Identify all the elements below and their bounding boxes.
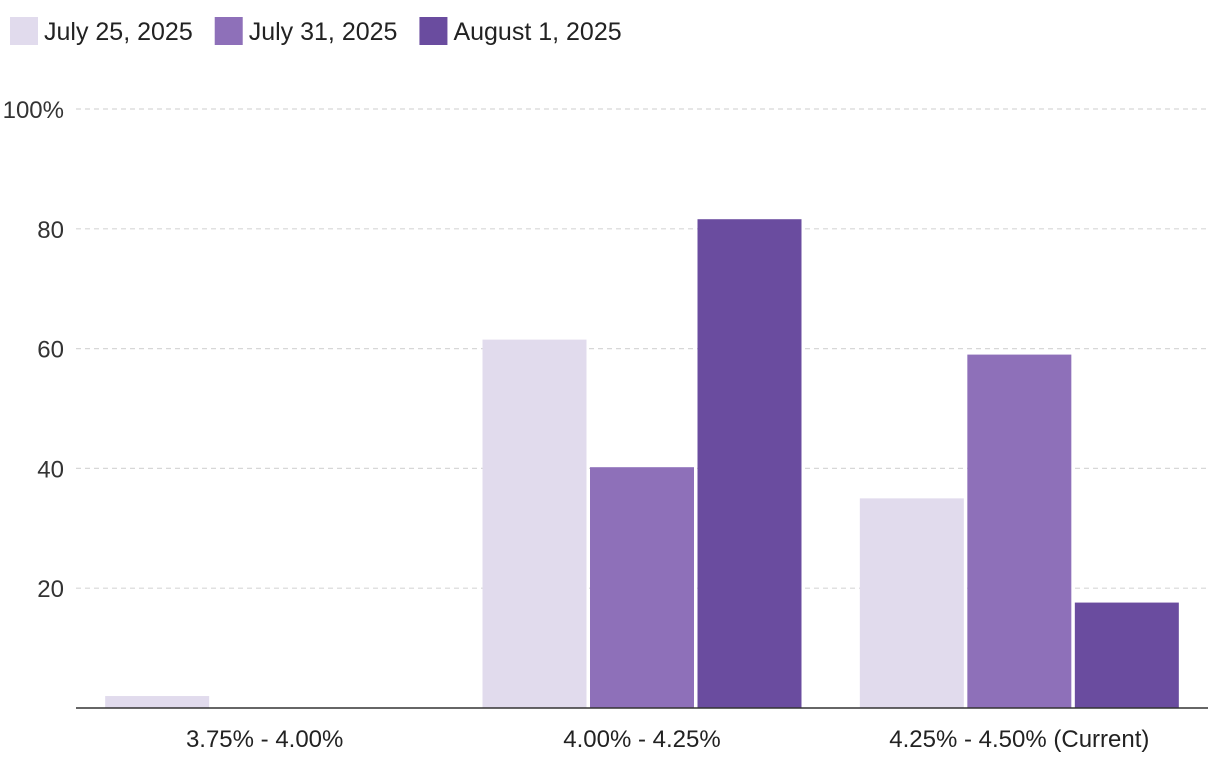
x-category-label-4-00-4-25: 4.00% - 4.25% [563, 726, 720, 753]
legend: July 25, 2025 July 31, 2025 August 1, 2025 [10, 17, 622, 46]
x-category-label-3-75-4-00: 3.75% - 4.00% [186, 726, 343, 753]
y-tick-label-100: 100% [3, 97, 64, 124]
legend-label-august-1-2025: August 1, 2025 [453, 18, 621, 46]
bars [105, 219, 1179, 708]
legend-label-july-25-2025: July 25, 2025 [44, 18, 193, 46]
y-tick-label-60: 60 [37, 337, 64, 364]
legend-swatch-august-1-2025 [419, 17, 448, 45]
legend-swatch-july-31-2025 [214, 17, 243, 45]
x-axis-labels: 3.75% - 4.00% 4.00% - 4.25% 4.25% - 4.50% … [186, 726, 1149, 753]
legend-swatch-july-25-2025 [10, 17, 38, 45]
bar-july-25-2025-4-00-4-25 [482, 339, 587, 708]
bar-august-1-2025-4-25-4-50-current [1074, 602, 1179, 708]
legend-label-july-31-2025: July 31, 2025 [249, 18, 398, 46]
y-tick-label-40: 40 [37, 456, 64, 483]
x-category-label-4-25-4-50-current: 4.25% - 4.50% (Current) [889, 726, 1149, 753]
bar-july-31-2025-4-00-4-25 [590, 467, 694, 708]
bar-july-25-2025-4-25-4-50-current [859, 498, 964, 708]
y-tick-label-80: 80 [37, 217, 64, 244]
bar-august-1-2025-4-00-4-25 [697, 219, 802, 708]
bar-july-31-2025-4-25-4-50-current [967, 354, 1072, 708]
y-tick-label-20: 20 [37, 576, 64, 603]
y-axis-ticks: 20 40 60 80 100% [3, 97, 64, 603]
bar-july-25-2025-3-75-4-00 [105, 696, 210, 708]
